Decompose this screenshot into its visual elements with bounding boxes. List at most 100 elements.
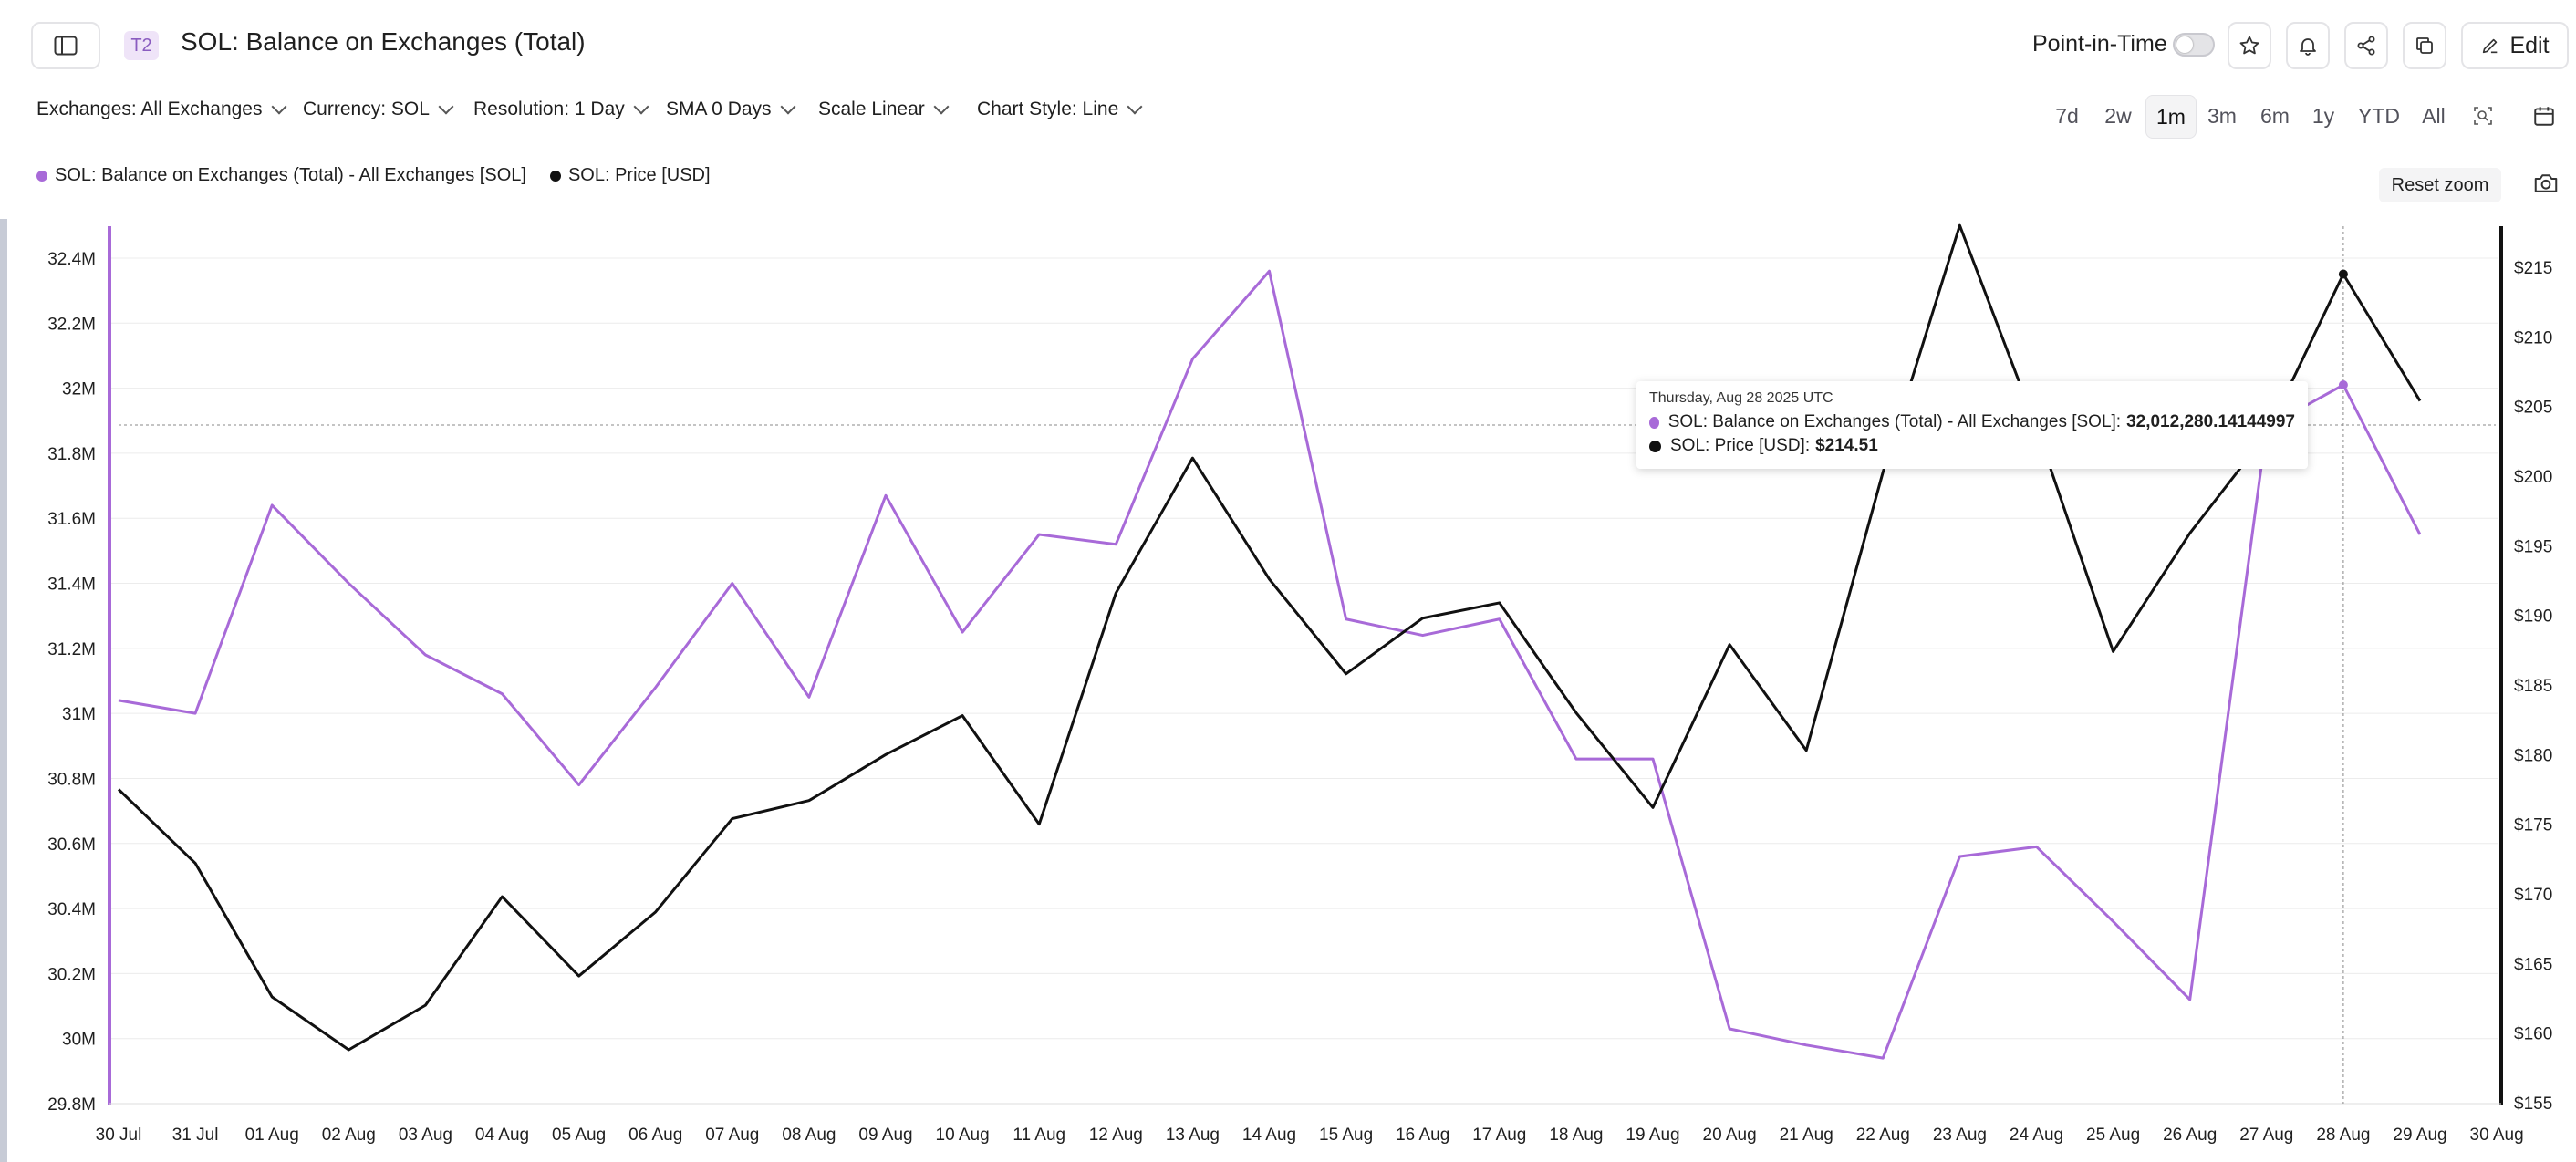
x-tick-label: 24 Aug [2010, 1126, 2063, 1145]
edit-button-label: Edit [2509, 32, 2550, 58]
x-tick-label: 23 Aug [1933, 1126, 1987, 1145]
alert-button[interactable] [2286, 22, 2330, 69]
point-in-time-label: Point-in-Time [2032, 31, 2167, 57]
camera-icon [2534, 174, 2558, 192]
y-left-tick-label: 30.6M [47, 835, 96, 855]
x-tick-label: 20 Aug [1703, 1126, 1757, 1145]
chart-style-dropdown[interactable]: Chart Style: Line [977, 99, 1143, 120]
chart-legend: SOL: Balance on Exchanges (Total) - All … [36, 165, 734, 186]
x-tick-label: 17 Aug [1472, 1126, 1526, 1145]
x-tick-label: 25 Aug [2086, 1126, 2140, 1145]
left-edge-bar [0, 219, 7, 1162]
range-7d[interactable]: 7d [2055, 103, 2079, 128]
x-tick-label: 12 Aug [1089, 1126, 1143, 1145]
screenshot-button[interactable] [2532, 170, 2560, 197]
y-left-tick-label: 31.2M [47, 640, 96, 659]
copy-icon [2416, 37, 2433, 54]
edit-button[interactable]: Edit [2461, 22, 2569, 69]
x-tick-label: 22 Aug [1856, 1126, 1910, 1145]
y-right-tick-label: $155 [2514, 1095, 2552, 1114]
x-tick-label: 26 Aug [2163, 1126, 2217, 1145]
zoom-select-button[interactable] [2463, 95, 2503, 137]
x-tick-label: 30 Jul [96, 1126, 142, 1145]
x-tick-label: 01 Aug [245, 1126, 299, 1145]
x-tick-label: 31 Jul [172, 1126, 219, 1145]
tooltip-balance-label: SOL: Balance on Exchanges (Total) - All … [1667, 412, 2122, 431]
sma-dropdown[interactable]: SMA 0 Days [666, 99, 796, 120]
legend-item-price[interactable]: SOL: Price [USD] [549, 165, 711, 186]
tooltip-date: Thursday, Aug 28 2025 UTC [1649, 390, 1833, 406]
x-tick-label: 11 Aug [1013, 1126, 1065, 1145]
range-1m[interactable]: 1m [2145, 95, 2197, 139]
x-tick-label: 07 Aug [705, 1126, 759, 1145]
y-left-tick-label: 31M [62, 705, 96, 724]
exchanges-dropdown[interactable]: Exchanges: All Exchanges [36, 99, 286, 120]
highlight-point-balance [2338, 380, 2348, 390]
range-1y[interactable]: 1y [2311, 103, 2335, 128]
sidebar-icon [54, 36, 78, 56]
point-in-time-toggle[interactable] [2173, 33, 2215, 57]
x-tick-label: 27 Aug [2239, 1126, 2293, 1145]
x-tick-label: 03 Aug [399, 1126, 452, 1145]
pencil-icon [2483, 38, 2498, 54]
duplicate-button[interactable] [2403, 22, 2446, 69]
scale-dropdown[interactable]: Scale Linear [818, 99, 950, 120]
range-2w[interactable]: 2w [2104, 103, 2132, 128]
x-tick-label: 16 Aug [1396, 1126, 1449, 1145]
star-icon [2239, 36, 2259, 55]
x-tick-label: 06 Aug [628, 1126, 682, 1145]
x-tick-label: 08 Aug [782, 1126, 836, 1145]
tooltip-row-price: SOL: Price [USD]: $214.51 [1649, 436, 2295, 456]
calendar-button[interactable] [2523, 95, 2565, 137]
x-tick-label: 09 Aug [858, 1126, 912, 1145]
x-tick-label: 04 Aug [475, 1126, 529, 1145]
series-line-balance [118, 269, 2422, 1060]
y-right-tick-label: $160 [2514, 1025, 2552, 1044]
tooltip-price-label: SOL: Price [USD]: [1670, 436, 1811, 455]
range-ytd[interactable]: YTD [2358, 103, 2400, 128]
x-tick-label: 19 Aug [1626, 1126, 1679, 1145]
resolution-dropdown[interactable]: Resolution: 1 Day [473, 99, 649, 120]
y-left-tick-label: 31.8M [47, 445, 96, 464]
legend-item-balance[interactable]: SOL: Balance on Exchanges (Total) - All … [36, 165, 526, 186]
y-right-tick-label: $165 [2514, 955, 2552, 974]
x-tick-label: 10 Aug [936, 1126, 990, 1145]
y-left-tick-label: 29.8M [47, 1095, 96, 1115]
sidebar-toggle-button[interactable] [31, 22, 100, 69]
y-left-tick-label: 31.4M [47, 576, 96, 595]
x-tick-label: 14 Aug [1242, 1126, 1296, 1145]
chart-tooltip: Thursday, Aug 28 2025 UTC SOL: Balance o… [1636, 381, 2308, 469]
y-left-tick-label: 32.2M [47, 315, 96, 334]
x-tick-label: 29 Aug [2393, 1126, 2446, 1145]
favorite-button[interactable] [2228, 22, 2271, 69]
y-right-tick-label: $175 [2514, 816, 2552, 835]
range-6m[interactable]: 6m [2260, 103, 2290, 128]
tooltip-price-value: $214.51 [1815, 436, 1878, 455]
y-right-tick-label: $200 [2514, 468, 2552, 487]
share-button[interactable] [2344, 22, 2388, 69]
y-right-tick-label: $185 [2514, 677, 2552, 696]
y-left-tick-label: 32.4M [47, 250, 96, 269]
y-left-tick-label: 32M [62, 380, 96, 399]
y-right-tick-label: $215 [2514, 259, 2552, 278]
range-3m[interactable]: 3m [2207, 103, 2237, 128]
y-left-tick-label: 30.4M [47, 900, 96, 919]
y-left-tick-label: 30M [62, 1031, 96, 1050]
range-all[interactable]: All [2422, 103, 2446, 128]
top-bar: T2 SOL: Balance on Exchanges (Total) Poi… [0, 0, 2576, 91]
x-tick-label: 21 Aug [1780, 1126, 1833, 1145]
x-tick-label: 13 Aug [1166, 1126, 1220, 1145]
series-line-price [117, 223, 2422, 1052]
x-tick-label: 18 Aug [1549, 1126, 1603, 1145]
y-right-tick-label: $205 [2514, 399, 2552, 418]
y-right-tick-label: $190 [2514, 607, 2552, 627]
reset-zoom-button[interactable]: Reset zoom [2379, 168, 2501, 202]
currency-dropdown[interactable]: Currency: SOL [303, 99, 454, 120]
legend-dot-balance [36, 170, 47, 182]
legend-dot-price [549, 170, 561, 182]
highlight-point-price [2338, 269, 2348, 279]
x-tick-label: 30 Aug [2470, 1126, 2524, 1145]
y-right-tick-label: $170 [2514, 886, 2552, 905]
calendar-icon [2534, 107, 2554, 126]
